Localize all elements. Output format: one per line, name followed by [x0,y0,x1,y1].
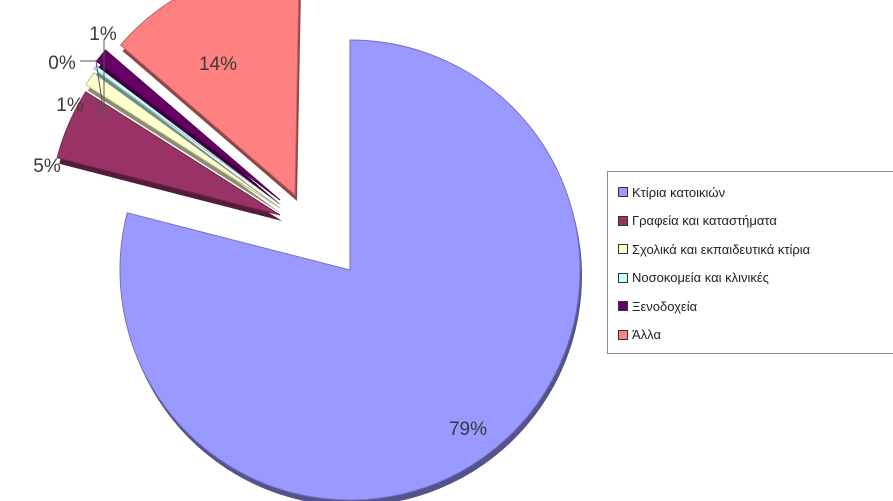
pie-value-label: 0% [48,53,76,74]
legend: Κτίρια κατοικιών Γραφεία και καταστήματα… [607,171,893,354]
pie-value-label: 1% [89,24,117,45]
pie-value-label: 14% [199,54,237,75]
legend-label: Ξενοδοχεία [632,298,698,314]
pie-slice-depth [95,71,283,210]
legend-swatch [618,187,628,198]
legend-item: Γραφεία και καταστήματα [618,207,893,236]
legend-swatch [618,272,628,283]
pie-slices [56,0,582,501]
pie-value-label: 1% [56,95,84,116]
legend-swatch [618,329,628,340]
leader-line [88,99,102,120]
leader-line [80,60,105,115]
legend-swatch [618,301,628,312]
pie-slice [119,39,581,501]
legend-item: Ξενοδοχεία [618,292,893,321]
legend-swatch [618,215,628,226]
legend-swatch [618,244,628,255]
legend-label: Γραφεία και καταστήματα [632,213,777,229]
legend-label: Σχολικά και εκπαιδευτικά κτίρια [632,241,811,257]
pie-slice [56,91,281,216]
legend-label: Άλλα [632,327,661,343]
leader-lines [80,40,105,120]
pie-slice [119,0,300,197]
legend-label: Κτίρια κατοικιών [632,184,726,200]
legend-item: Νοσοκομεία και κλινικές [618,264,893,293]
pie-value-label: 79% [449,419,487,440]
legend-item: Σχολικά και εκπαιδευτικά κτίρια [618,235,893,264]
pie-slice [85,72,281,209]
legend-item: Άλλα [618,321,893,350]
pie-value-label: 5% [33,156,61,177]
legend-label: Νοσοκομεία και κλινικές [632,270,769,286]
pie-value-labels: 79% 5% 1% 0% 1% 14% [33,24,487,440]
legend-item: Κτίρια κατοικιών [618,178,893,207]
